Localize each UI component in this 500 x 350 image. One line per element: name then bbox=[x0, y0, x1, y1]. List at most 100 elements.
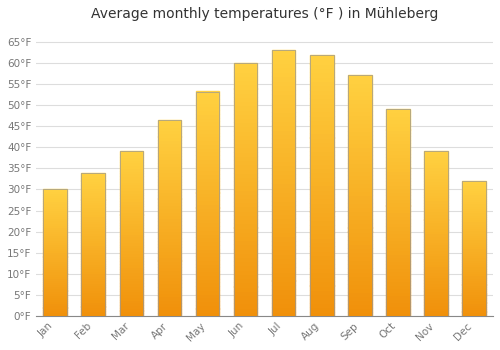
Bar bbox=[82, 209, 105, 211]
Bar bbox=[196, 114, 220, 118]
Bar bbox=[120, 310, 143, 313]
Bar bbox=[272, 276, 295, 280]
Bar bbox=[386, 171, 409, 174]
Bar bbox=[234, 80, 258, 84]
Bar bbox=[386, 244, 409, 247]
Bar bbox=[82, 259, 105, 261]
Bar bbox=[310, 181, 334, 186]
Bar bbox=[462, 199, 486, 201]
Bar bbox=[196, 226, 220, 230]
Bar bbox=[386, 250, 409, 254]
Bar bbox=[386, 164, 409, 168]
Bar bbox=[462, 253, 486, 255]
Bar bbox=[120, 176, 143, 179]
Bar bbox=[234, 105, 258, 110]
Bar bbox=[386, 181, 409, 185]
Bar bbox=[272, 272, 295, 276]
Bar bbox=[462, 260, 486, 262]
Bar bbox=[196, 245, 220, 248]
Bar bbox=[120, 152, 143, 316]
Bar bbox=[348, 171, 372, 175]
Bar bbox=[196, 297, 220, 301]
Bar bbox=[196, 279, 220, 282]
Bar bbox=[272, 68, 295, 72]
Bar bbox=[462, 239, 486, 242]
Bar bbox=[462, 244, 486, 246]
Bar bbox=[82, 240, 105, 242]
Bar bbox=[462, 181, 486, 183]
Bar bbox=[82, 221, 105, 223]
Bar bbox=[196, 305, 220, 309]
Bar bbox=[196, 241, 220, 245]
Bar bbox=[462, 269, 486, 271]
Bar bbox=[272, 72, 295, 76]
Bar bbox=[386, 205, 409, 209]
Bar bbox=[386, 268, 409, 271]
Bar bbox=[386, 140, 409, 143]
Bar bbox=[196, 264, 220, 267]
Bar bbox=[158, 156, 181, 159]
Bar bbox=[386, 209, 409, 212]
Bar bbox=[234, 248, 258, 253]
Bar bbox=[196, 230, 220, 234]
Bar bbox=[196, 196, 220, 200]
Bar bbox=[44, 263, 67, 265]
Bar bbox=[348, 304, 372, 308]
Bar bbox=[348, 139, 372, 143]
Bar bbox=[234, 190, 258, 194]
Bar bbox=[386, 264, 409, 268]
Bar bbox=[158, 127, 181, 130]
Bar bbox=[310, 177, 334, 181]
Bar bbox=[310, 59, 334, 63]
Bar bbox=[44, 191, 67, 193]
Bar bbox=[44, 250, 67, 252]
Bar bbox=[386, 219, 409, 223]
Bar bbox=[120, 184, 143, 187]
Bar bbox=[82, 230, 105, 233]
Bar bbox=[234, 291, 258, 295]
Bar bbox=[158, 179, 181, 182]
Bar bbox=[424, 173, 448, 175]
Bar bbox=[158, 293, 181, 296]
Bar bbox=[234, 143, 258, 147]
Bar bbox=[120, 231, 143, 234]
Bar bbox=[120, 305, 143, 308]
Bar bbox=[234, 122, 258, 126]
Bar bbox=[234, 194, 258, 198]
Bar bbox=[272, 187, 295, 192]
Bar bbox=[272, 209, 295, 214]
Bar bbox=[82, 238, 105, 240]
Bar bbox=[386, 226, 409, 230]
Bar bbox=[158, 205, 181, 208]
Bar bbox=[310, 150, 334, 155]
Bar bbox=[82, 245, 105, 247]
Bar bbox=[158, 192, 181, 195]
Bar bbox=[44, 212, 67, 214]
Bar bbox=[386, 223, 409, 226]
Bar bbox=[272, 245, 295, 250]
Bar bbox=[44, 273, 67, 276]
Bar bbox=[272, 50, 295, 54]
Bar bbox=[462, 186, 486, 188]
Bar bbox=[234, 236, 258, 240]
Bar bbox=[462, 293, 486, 296]
Bar bbox=[462, 266, 486, 269]
Bar bbox=[310, 303, 334, 307]
Bar bbox=[462, 282, 486, 285]
Bar bbox=[234, 114, 258, 118]
Bar bbox=[44, 216, 67, 218]
Bar bbox=[272, 90, 295, 94]
Bar bbox=[234, 211, 258, 215]
Bar bbox=[120, 215, 143, 217]
Bar bbox=[348, 187, 372, 191]
Bar bbox=[348, 247, 372, 252]
Bar bbox=[120, 267, 143, 270]
Bar bbox=[462, 262, 486, 264]
Bar bbox=[386, 185, 409, 188]
Bar bbox=[44, 235, 67, 237]
Bar bbox=[310, 63, 334, 68]
Bar bbox=[158, 169, 181, 173]
Bar bbox=[82, 285, 105, 287]
Bar bbox=[272, 214, 295, 218]
Bar bbox=[424, 156, 448, 159]
